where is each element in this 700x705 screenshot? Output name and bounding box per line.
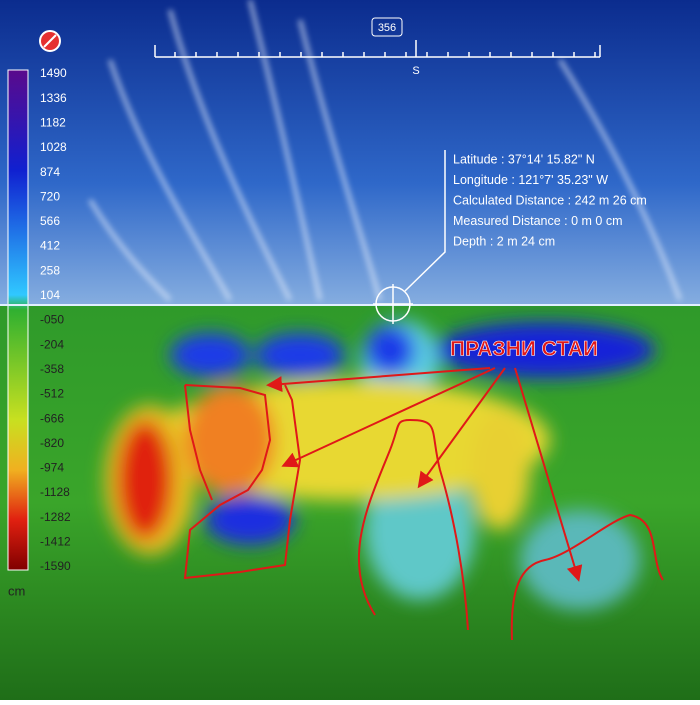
- scale-unit: cm: [8, 583, 25, 598]
- annotation-arrows: [266, 367, 583, 582]
- scale-label: 1336: [40, 91, 67, 105]
- scale-label: -050: [40, 313, 64, 327]
- info-line: Longitude : 121°7' 35.23" W: [453, 173, 608, 187]
- scale-label: 1028: [40, 140, 67, 154]
- annotation-label: ПРАЗНИ СТАИ: [450, 338, 598, 361]
- scale-label: 1182: [40, 115, 66, 129]
- sky: [0, 0, 700, 306]
- scale-label: 258: [40, 263, 60, 277]
- heading-box: [371, 17, 403, 37]
- compass-ruler: [154, 40, 601, 58]
- color-scale-bar: [7, 69, 29, 571]
- color-scale-labels: 1490 1336 1182 1028 874 720 566 412 258 104 -050 -2…: [40, 66, 71, 573]
- scale-label: 104: [40, 288, 60, 302]
- scale-label: -512: [40, 387, 64, 401]
- info-line: Latitude : 37°14' 15.82" N: [453, 152, 595, 166]
- info-line: Depth : 2 m 24 cm: [453, 234, 555, 248]
- annotation-outlines: [183, 384, 664, 641]
- info-panel: Latitude : 37°14' 15.82" N Longitude : 12…: [453, 152, 647, 248]
- scale-label: -820: [40, 436, 64, 450]
- scale-label: 412: [40, 239, 60, 253]
- scale-label: -666: [40, 411, 64, 425]
- info-line: Measured Distance : 0 m 0 cm: [453, 214, 623, 228]
- scale-label: -204: [40, 337, 64, 351]
- settings-icon-slash: [43, 34, 57, 48]
- scale-label: 874: [40, 165, 60, 179]
- info-line: Calculated Distance : 242 m 26 cm: [453, 193, 647, 207]
- direction: S: [412, 65, 419, 77]
- scale-label: -1590: [40, 559, 71, 573]
- scale-label: -1128: [40, 485, 70, 499]
- scale-label: -1282: [40, 510, 71, 524]
- scale-label: 720: [40, 189, 60, 203]
- scale-label: -1412: [40, 535, 71, 549]
- heatmap: [105, 320, 655, 610]
- scale-label: 566: [40, 214, 60, 228]
- clouds: [87, 0, 683, 302]
- scale-label: 1490: [40, 66, 67, 80]
- crosshair[interactable]: [373, 150, 446, 324]
- heading: 356: [378, 22, 396, 34]
- scale-label: -358: [40, 362, 64, 376]
- scale-label: -974: [40, 461, 64, 475]
